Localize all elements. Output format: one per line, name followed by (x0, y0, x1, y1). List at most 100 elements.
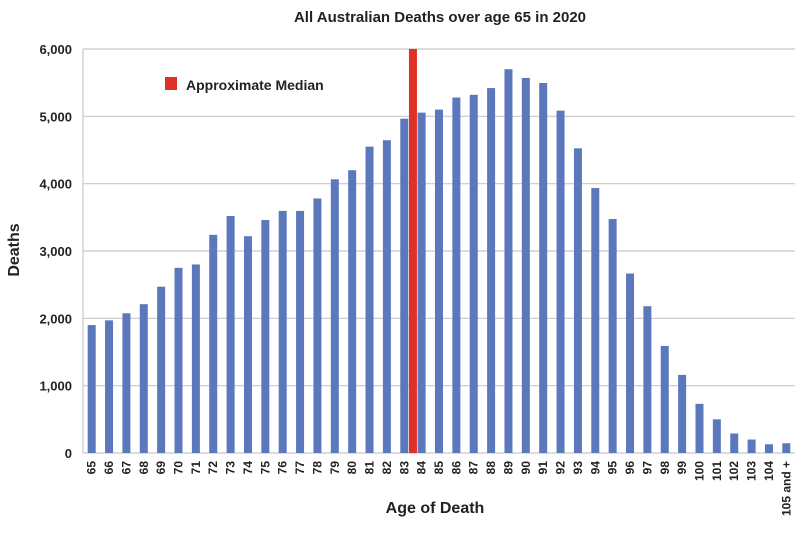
bar-73 (226, 215, 235, 453)
bar-71 (191, 264, 200, 453)
y-axis-label: Deaths (6, 223, 23, 276)
x-tick-label: 75 (258, 461, 272, 475)
bar-80 (348, 170, 357, 453)
bar-70 (174, 267, 183, 453)
x-tick-label: 99 (675, 461, 689, 475)
bar-67 (122, 313, 131, 453)
bar-82 (382, 140, 391, 453)
x-tick-label: 87 (467, 461, 481, 475)
bar-89 (504, 69, 513, 453)
bar-103 (747, 439, 756, 453)
x-tick-label: 68 (137, 461, 151, 475)
x-tick-label: 83 (397, 461, 411, 475)
x-tick-label: 67 (119, 461, 133, 475)
x-tick-label: 70 (172, 461, 186, 475)
x-tick-label: 105 and + (779, 461, 793, 516)
x-tick-label: 73 (224, 461, 238, 475)
bar-88 (487, 88, 496, 453)
x-tick-label: 97 (640, 461, 654, 475)
x-tick-label: 79 (328, 461, 342, 475)
bar-97 (643, 306, 652, 453)
x-tick-label: 65 (85, 461, 99, 475)
legend-swatch-median (165, 77, 177, 90)
bar-99 (678, 374, 687, 453)
x-tick-label: 91 (536, 461, 550, 475)
bar-93 (573, 148, 582, 454)
x-tick-label: 93 (571, 461, 585, 475)
bar-75 (261, 220, 270, 453)
x-tick-label: 76 (276, 461, 290, 475)
x-tick-label: 84 (415, 461, 429, 475)
x-tick-label: 77 (293, 461, 307, 475)
x-tick-label: 104 (762, 461, 776, 481)
x-tick-label: 71 (189, 461, 203, 475)
bar-68 (139, 304, 148, 453)
x-tick-label: 95 (606, 461, 620, 475)
x-tick-label: 92 (554, 461, 568, 475)
bar-85 (435, 109, 443, 453)
x-tick-label: 74 (241, 461, 255, 475)
bar-77 (296, 210, 305, 453)
bar-65 (87, 325, 96, 453)
y-tick-label: 5,000 (39, 109, 72, 124)
y-tick-label: 2,000 (39, 311, 72, 326)
x-tick-label: 80 (345, 461, 359, 475)
x-tick-label: 100 (692, 461, 706, 481)
bar-105-and- (782, 443, 791, 453)
bar-84 (417, 112, 426, 453)
x-tick-label: 78 (310, 461, 324, 475)
bar-98 (660, 345, 669, 453)
bar-78 (313, 198, 322, 453)
x-tick-label: 81 (363, 461, 377, 475)
x-tick-label: 101 (710, 461, 724, 481)
bar-69 (157, 286, 166, 453)
bar-92 (556, 110, 565, 454)
y-tick-label: 4,000 (39, 177, 72, 192)
bar-72 (209, 234, 218, 453)
x-tick-label: 98 (658, 461, 672, 475)
x-tick-label: 66 (102, 461, 116, 475)
y-tick-label: 6,000 (39, 42, 72, 57)
x-tick-label: 86 (449, 461, 463, 475)
y-tick-label: 0 (65, 446, 72, 461)
bar-74 (243, 236, 252, 453)
bar-83 (400, 118, 409, 453)
x-axis-label: Age of Death (386, 500, 485, 517)
bar-79 (330, 179, 339, 454)
legend: Approximate Median (165, 77, 324, 93)
bar-91 (539, 83, 548, 454)
bar-96 (626, 273, 635, 453)
x-tick-label: 85 (432, 461, 446, 475)
bars (87, 69, 791, 454)
bar-81 (365, 146, 374, 453)
bar-94 (591, 188, 600, 453)
x-tick-label: 82 (380, 461, 394, 475)
y-tick-label: 1,000 (39, 379, 72, 394)
y-tick-label: 3,000 (39, 244, 72, 259)
bar-76 (278, 210, 287, 453)
x-tick-label: 90 (519, 461, 533, 475)
y-axis-ticks: 0 1,000 2,000 3,000 4,000 5,000 6,000 (39, 42, 72, 461)
x-tick-label: 89 (501, 461, 515, 475)
x-tick-label: 96 (623, 461, 637, 475)
legend-label-median: Approximate Median (186, 77, 324, 93)
bar-101 (712, 419, 721, 453)
bar-87 (469, 94, 478, 453)
x-tick-label: 103 (745, 461, 759, 481)
x-axis-ticks: 65 66 67 68 69 70 71 72 73 74 75 76 77 78 79 80 81 82 83 84… (85, 461, 794, 516)
bar-104 (764, 444, 773, 453)
bar-90 (521, 77, 530, 453)
bar-66 (105, 320, 114, 453)
x-tick-label: 69 (154, 461, 168, 475)
x-tick-label: 102 (727, 461, 741, 481)
bar-100 (695, 403, 704, 453)
x-tick-label: 94 (588, 461, 602, 475)
bar-95 (608, 219, 617, 453)
chart-title: All Australian Deaths over age 65 in 202… (294, 9, 586, 26)
bar-86 (452, 97, 461, 453)
x-tick-label: 72 (206, 461, 220, 475)
median-marker (408, 49, 417, 453)
bar-102 (730, 433, 739, 453)
x-tick-label: 88 (484, 461, 498, 475)
